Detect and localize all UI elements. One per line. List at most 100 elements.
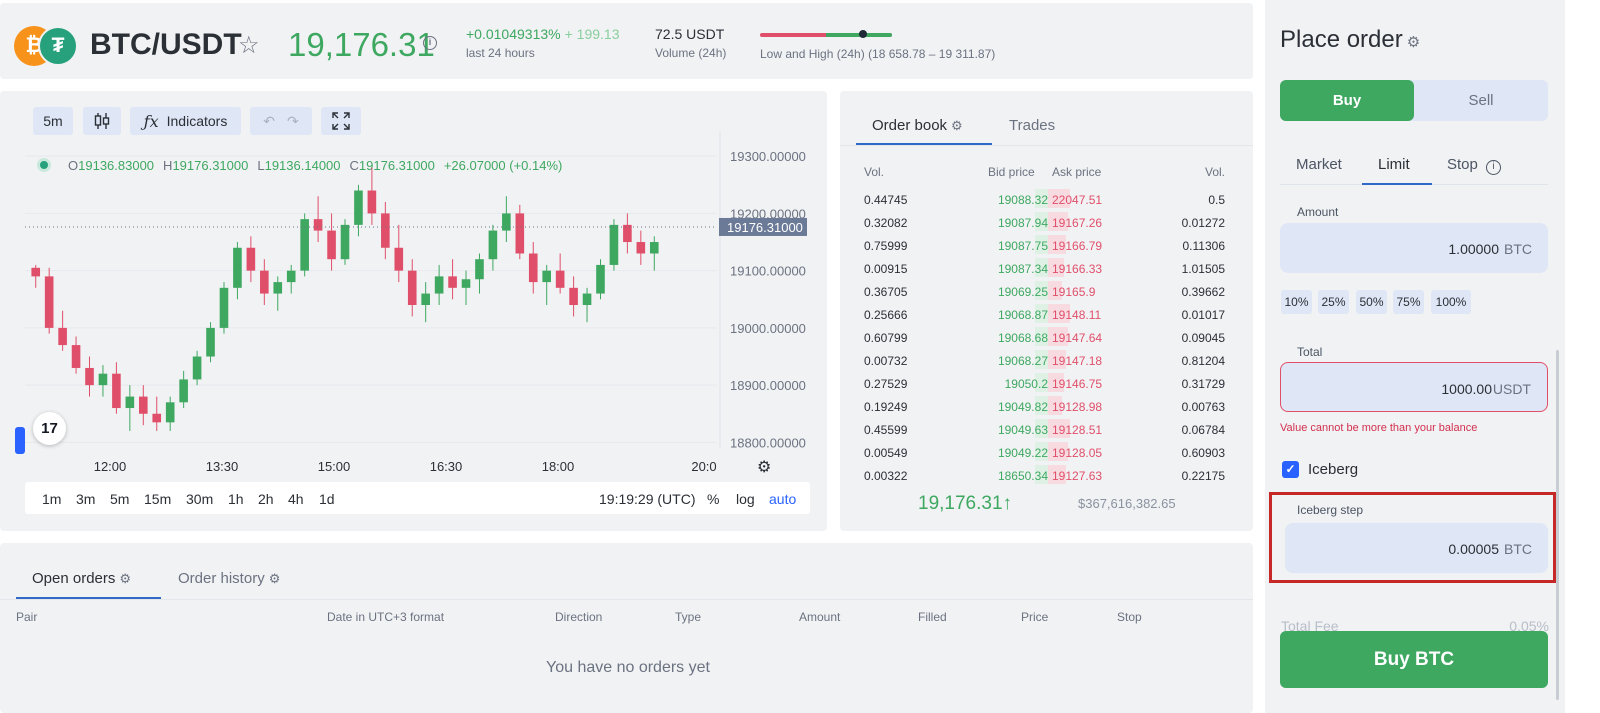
scrollbar[interactable] xyxy=(1556,350,1559,700)
iceberg-step-field[interactable]: 0.00005 BTC xyxy=(1285,523,1548,573)
info-icon[interactable]: i xyxy=(1486,160,1502,175)
interval-button[interactable]: 5m xyxy=(33,107,73,135)
tf-15m[interactable]: 15m xyxy=(144,491,172,507)
candle-body xyxy=(649,242,659,254)
orderbook-row[interactable]: 0.25666 19068.87 19148.11 0.01017 xyxy=(840,302,1253,325)
ohlc-change: +26.07000 (+0.14%) xyxy=(443,158,563,173)
percent-50[interactable]: 50% xyxy=(1356,290,1387,314)
orderbook-row[interactable]: 0.36705 19069.25 19165.9 0.39662 xyxy=(840,279,1253,302)
place-order-panel: Place order ⚙ Buy Sell Market Limit Stop … xyxy=(1265,0,1565,713)
row-ask-price: 19127.63 xyxy=(1052,469,1103,483)
indicators-button[interactable]: ƒx Indicators xyxy=(130,107,241,135)
row-bid-price: 18650.34 xyxy=(997,469,1048,483)
amount-field[interactable]: 1.00000 BTC xyxy=(1280,223,1548,273)
row-ask-price: 19167.26 xyxy=(1052,216,1103,230)
tf-5m[interactable]: 5m xyxy=(110,491,130,507)
orderbook-row[interactable]: 0.75999 19087.75 19166.79 0.11306 xyxy=(840,233,1253,256)
function-icon: ƒx xyxy=(143,111,159,131)
iceberg-checkbox[interactable]: ✓ xyxy=(1282,461,1299,478)
tf-1d[interactable]: 1d xyxy=(319,491,335,507)
amount-value: 1.00000 xyxy=(1448,241,1499,257)
place-order-title: Place order ⚙ xyxy=(1280,26,1421,53)
percent-10[interactable]: 10% xyxy=(1281,290,1312,314)
x-tick-label: 18:00 xyxy=(542,459,575,474)
chart-settings-gear-icon[interactable]: ⚙ xyxy=(757,457,771,476)
row-ask-price: 19128.98 xyxy=(1052,400,1103,414)
gear-icon[interactable]: ⚙ xyxy=(1406,34,1421,51)
row-bid-volume: 0.45599 xyxy=(864,423,908,437)
change-absolute: + 199.13 xyxy=(564,26,620,42)
candle-body xyxy=(528,253,538,283)
tf-4h[interactable]: 4h xyxy=(288,491,304,507)
orderbook-row[interactable]: 0.27529 19050.2 19146.75 0.31729 xyxy=(840,371,1253,394)
total-field[interactable]: 1000.00 USDT xyxy=(1280,362,1548,412)
row-ask-volume: 0.60903 xyxy=(1181,446,1225,460)
tf-30m[interactable]: 30m xyxy=(186,491,214,507)
row-bid-price: 19050.2 xyxy=(1004,377,1048,391)
tab-order-history[interactable]: Order history ⚙ xyxy=(178,570,281,587)
tf-1h[interactable]: 1h xyxy=(228,491,244,507)
candle-body xyxy=(623,224,632,243)
side-selector: Buy Sell xyxy=(1280,80,1548,121)
tab-order-book[interactable]: Order book ⚙ xyxy=(872,117,963,134)
info-icon[interactable]: i xyxy=(423,36,437,50)
percent-100[interactable]: 100% xyxy=(1431,290,1471,314)
favorite-star-icon[interactable]: ☆ xyxy=(238,32,260,59)
percent-25[interactable]: 25% xyxy=(1318,290,1349,314)
orderbook-row[interactable]: 0.44745 19088.32 22047.51 0.5 xyxy=(840,187,1253,210)
orderbook-row[interactable]: 0.45599 19049.63 19128.51 0.06784 xyxy=(840,417,1253,440)
tf-1m[interactable]: 1m xyxy=(42,491,62,507)
row-bid-volume: 0.25666 xyxy=(864,308,908,322)
orderbook-row[interactable]: 0.00915 19087.34 19166.33 1.01505 xyxy=(840,256,1253,279)
percent-75[interactable]: 75% xyxy=(1393,290,1424,314)
candle-body xyxy=(448,276,457,288)
candle-body xyxy=(219,287,229,328)
candle-body xyxy=(206,327,215,357)
orderbook-row[interactable]: 0.60799 19068.68 19147.64 0.09045 xyxy=(840,325,1253,348)
fee-value: 0.05% xyxy=(1509,618,1549,634)
type-market[interactable]: Market xyxy=(1296,156,1342,173)
gear-icon[interactable]: ⚙ xyxy=(951,118,963,133)
ohlc-close: 19176.31000 xyxy=(358,158,435,173)
fullscreen-icon[interactable] xyxy=(321,107,361,135)
candle-type-icon[interactable] xyxy=(83,107,121,135)
col-bid-price: Bid price xyxy=(988,165,1035,179)
candle-body xyxy=(112,373,121,409)
row-ask-volume: 0.00763 xyxy=(1181,400,1225,414)
undo-redo-group: ↶ ↷ xyxy=(250,107,312,135)
type-limit[interactable]: Limit xyxy=(1378,156,1410,173)
orderbook-row[interactable]: 0.19249 19049.82 19128.98 0.00763 xyxy=(840,394,1253,417)
utc-clock[interactable]: 19:19:29 (UTC) xyxy=(599,491,696,507)
row-bid-volume: 0.00322 xyxy=(864,469,908,483)
undo-icon[interactable]: ↶ xyxy=(263,112,275,129)
total-label: Total xyxy=(1297,345,1323,359)
buy-tab[interactable]: Buy xyxy=(1280,80,1414,121)
orderbook-row[interactable]: 0.32082 19087.94 19167.26 0.01272 xyxy=(840,210,1253,233)
log-scale-toggle[interactable]: log xyxy=(736,491,755,507)
tab-trades[interactable]: Trades xyxy=(1009,117,1056,134)
redo-icon[interactable]: ↷ xyxy=(287,112,299,129)
gear-icon[interactable]: ⚙ xyxy=(268,571,281,586)
row-ask-price: 19166.33 xyxy=(1052,262,1103,276)
drawing-panel-toggle[interactable] xyxy=(15,427,25,454)
auto-scale-toggle[interactable]: auto xyxy=(769,491,797,507)
col-filled: Filled xyxy=(918,610,947,624)
row-bid-price: 19087.75 xyxy=(997,239,1048,253)
orderbook-row[interactable]: 0.00732 19068.27 19147.18 0.81204 xyxy=(840,348,1253,371)
row-ask-volume: 0.01272 xyxy=(1181,216,1225,230)
tab-open-orders[interactable]: Open orders ⚙ xyxy=(32,570,132,587)
gear-icon[interactable]: ⚙ xyxy=(119,571,132,586)
candlestick-chart[interactable]: 19300.00000 19200.00000 19100.00000 19000.0… xyxy=(0,131,827,479)
orderbook-row[interactable]: 0.00322 18650.34 19127.63 0.22175 xyxy=(840,463,1253,486)
type-stop[interactable]: Stop i xyxy=(1447,156,1502,175)
buy-btc-button[interactable]: Buy BTC xyxy=(1280,631,1548,688)
orderbook-row[interactable]: 0.00549 19049.22 19128.05 0.60903 xyxy=(840,440,1253,463)
candle-body xyxy=(596,264,605,294)
tf-3m[interactable]: 3m xyxy=(76,491,96,507)
tf-2h[interactable]: 2h xyxy=(258,491,274,507)
percent-scale-toggle[interactable]: % xyxy=(707,491,720,507)
x-tick-label: 15:00 xyxy=(318,459,351,474)
sell-tab[interactable]: Sell xyxy=(1468,92,1494,109)
row-ask-price: 19166.79 xyxy=(1052,239,1103,253)
ohlc-high: 19176.31000 xyxy=(172,158,249,173)
